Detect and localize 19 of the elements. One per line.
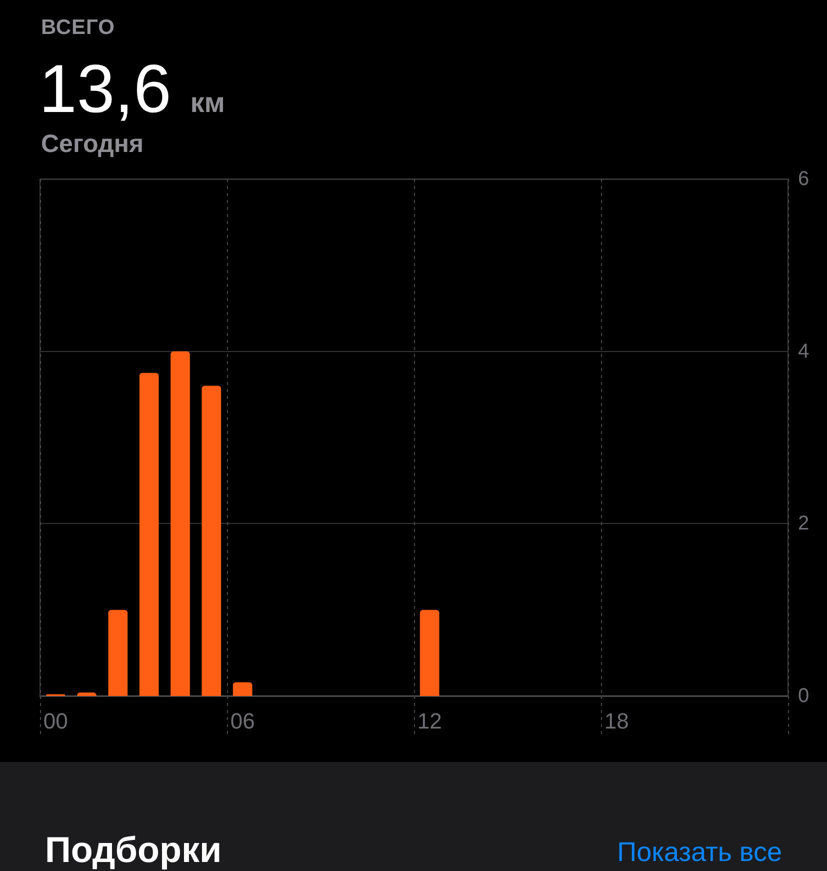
text: Подборки [45,829,222,871]
x-tick-label: 00 [43,708,68,734]
bar [108,610,128,696]
y-tick-label: 4 [798,340,810,362]
bar [420,610,440,696]
text: Показать все [617,837,782,868]
y-tick-label: 2 [798,512,810,535]
bar [170,351,190,696]
chart-title: ВСЕГО [41,16,116,40]
x-tick-label: 12 [417,708,442,734]
text: 13,6 км [39,51,225,127]
bar [202,386,222,696]
x-tick-label: 18 [604,708,629,734]
y-tick-label: 6 [798,168,810,190]
y-tick-label: 0 [798,685,810,707]
x-tick-label: 06 [230,708,255,734]
chart-subtitle: Сегодня [41,130,144,159]
bar [232,682,252,696]
bar [139,372,159,696]
